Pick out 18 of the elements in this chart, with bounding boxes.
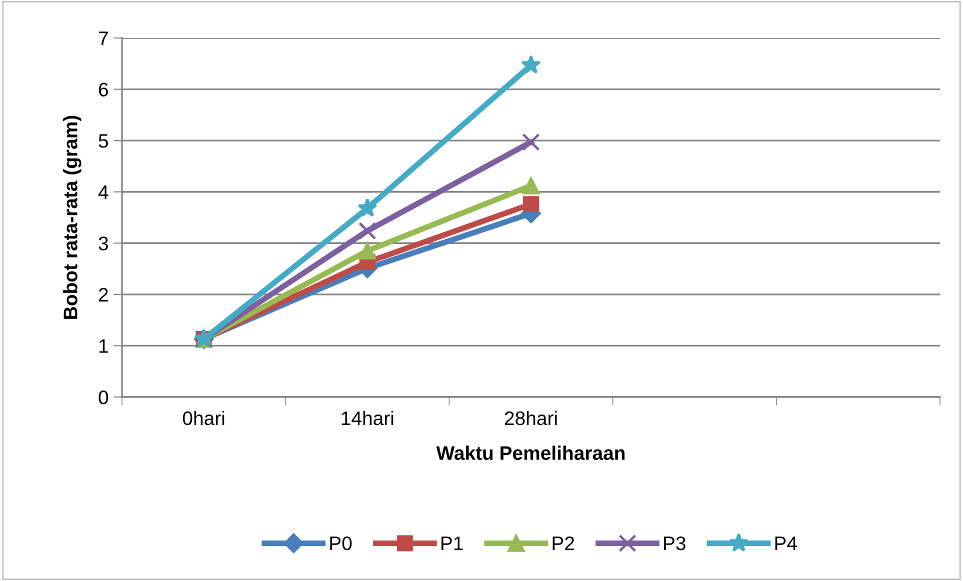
legend-label: P4 [775,536,797,550]
y-axis-title: Bobot rata-rata (gram) [63,116,82,319]
x-tick-label: 28hari [504,410,557,426]
legend-label: P0 [330,536,352,550]
y-tick-label: 3 [98,236,108,250]
legend-label: P2 [552,536,574,550]
y-tick-label: 4 [98,186,108,199]
legend-label: P1 [442,536,463,550]
y-tick-label: 6 [98,82,108,97]
y-tick-label: 5 [98,134,108,148]
y-tick-label: 0 [98,390,108,404]
legend-label: P3 [664,536,686,550]
x-tick-label: 14hari [342,410,394,426]
y-tick-label: 7 [98,32,108,46]
y-tick-label: 2 [98,288,108,302]
x-tick-label: 0hari [182,410,224,426]
x-axis-title: Waktu Pemeliharaan [436,446,625,460]
y-tick-label: 1 [99,339,108,353]
